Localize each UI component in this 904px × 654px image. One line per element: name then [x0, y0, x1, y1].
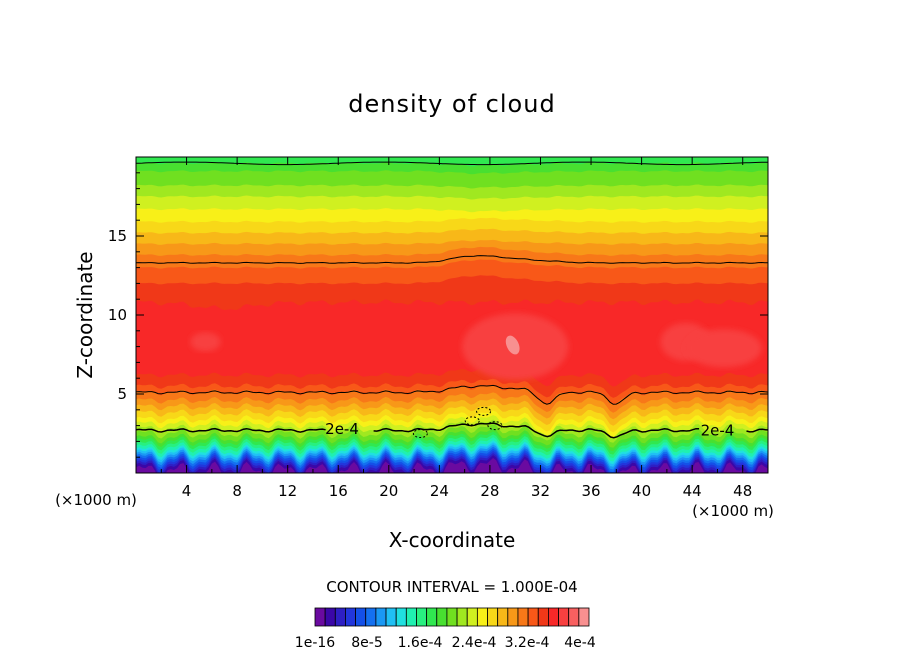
colorbar-swatch	[456, 607, 468, 627]
contour-cell	[487, 421, 503, 431]
contour-cell	[476, 406, 492, 416]
colorbar-swatch	[416, 607, 428, 627]
colorbar-swatch	[436, 607, 448, 627]
density-field	[136, 157, 768, 473]
y-axis-label: Z-coordinate	[73, 251, 97, 378]
colorbar-swatch	[527, 607, 539, 627]
x-unit-right: (×1000 m)	[692, 502, 774, 520]
x-tick-label-9: 40	[632, 482, 651, 500]
x-tick-label-4: 20	[379, 482, 398, 500]
x-tick-label-8: 36	[581, 482, 600, 500]
density-band	[136, 458, 768, 473]
colorbar-swatch	[517, 607, 529, 627]
contour-line	[136, 255, 768, 264]
colorbar-swatch	[548, 607, 559, 627]
colorbar-swatch	[507, 607, 519, 627]
colorbar-swatch	[314, 607, 326, 627]
contour-lines: 2e-4 2e-4	[136, 161, 768, 439]
colorbar-swatch	[487, 607, 499, 627]
colorbar-swatch	[446, 607, 458, 627]
colorbar-label-0: 1e-16	[295, 635, 335, 651]
colorbar	[314, 607, 590, 627]
x-tick-label-2: 12	[278, 482, 297, 500]
x-axis-ticks: 4 8 12 16 20 24 28 32 36 40 44 48	[160, 157, 752, 500]
colorbar-swatch	[568, 607, 580, 627]
contour-cell	[412, 429, 428, 438]
colorbar-swatch	[324, 607, 336, 627]
x-tick-label-6: 28	[480, 482, 499, 500]
density-maximum	[685, 329, 762, 368]
colorbar-swatch	[385, 607, 397, 627]
colorbar-swatch	[405, 607, 417, 627]
colorbar-swatch	[365, 607, 377, 627]
colorbar-swatch	[395, 607, 407, 627]
colorbar-swatch	[345, 607, 356, 627]
x-tick-label-0: 4	[182, 482, 192, 500]
y-tick-label-0: 5	[117, 385, 127, 403]
colorbar-swatch	[375, 607, 387, 627]
contour-line	[136, 384, 768, 405]
colorbar-swatch	[497, 607, 509, 627]
chart-title: density of cloud	[348, 90, 555, 118]
colorbar-labels: 1e-16 8e-5 1.6e-4 2.4e-4 3.2e-4 4e-4	[295, 635, 596, 651]
x-tick-label-3: 16	[329, 482, 348, 500]
colorbar-swatch	[466, 607, 478, 627]
x-unit-left: (×1000 m)	[55, 491, 137, 509]
colorbar-label-4: 3.2e-4	[505, 635, 550, 651]
x-tick-label-10: 44	[683, 482, 702, 500]
y-tick-label-1: 10	[108, 306, 127, 324]
colorbar-label-3: 2.4e-4	[452, 635, 497, 651]
x-tick-label-5: 24	[430, 482, 449, 500]
y-axis-ticks: 5 10 15	[108, 172, 768, 458]
x-tick-label-7: 32	[531, 482, 550, 500]
colorbar-swatch	[355, 607, 367, 627]
density-peak	[505, 335, 520, 355]
colorbar-swatch	[558, 607, 570, 627]
colorbar-label-1: 8e-5	[351, 635, 382, 651]
x-axis-label: X-coordinate	[389, 528, 516, 552]
y-tick-label-2: 15	[108, 227, 127, 245]
contour-label-0: 2e-4	[325, 420, 359, 438]
contour-interval-text: CONTOUR INTERVAL = 1.000E-04	[326, 578, 577, 596]
contour-label-1: 2e-4	[701, 421, 735, 439]
colorbar-swatch	[476, 607, 488, 627]
contour-cell	[464, 416, 480, 426]
x-tick-label-11: 48	[733, 482, 752, 500]
contour-line	[373, 422, 700, 439]
colorbar-swatch	[426, 607, 438, 627]
colorbar-label-5: 4e-4	[564, 635, 596, 651]
colorbar-label-2: 1.6e-4	[398, 635, 443, 651]
colorbar-swatch	[578, 607, 590, 627]
colorbar-swatch	[537, 607, 549, 627]
contour-line	[136, 427, 326, 433]
colorbar-swatch	[334, 607, 346, 627]
x-tick-label-1: 8	[232, 482, 242, 500]
density-maximum	[190, 332, 221, 352]
